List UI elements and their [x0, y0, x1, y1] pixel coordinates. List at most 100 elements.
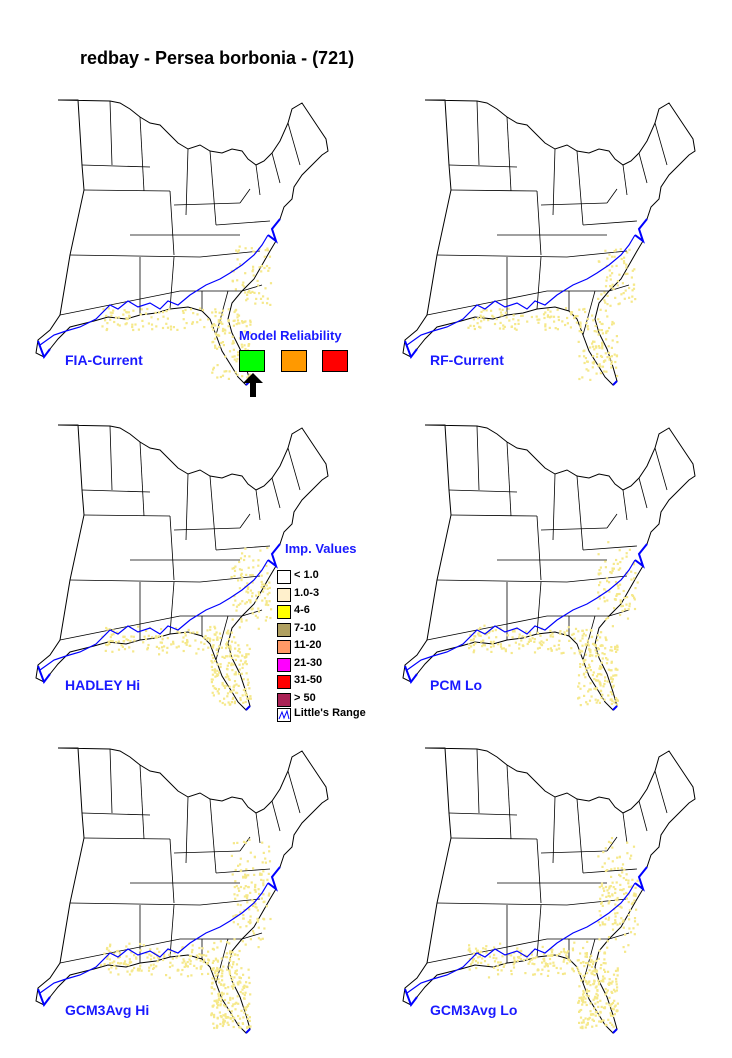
state-border — [576, 475, 584, 551]
map-outline — [402, 424, 696, 711]
littles-range-icon — [277, 708, 291, 722]
legend-swatch — [277, 570, 291, 584]
state-border — [506, 116, 512, 192]
state-border — [109, 425, 113, 491]
state-border — [606, 836, 618, 852]
legend-swatch — [277, 605, 291, 619]
state-border — [536, 838, 542, 904]
state-border — [450, 189, 538, 192]
state-border — [450, 514, 538, 517]
map-outline — [35, 424, 329, 711]
state-border — [552, 148, 556, 216]
state-border — [476, 425, 480, 491]
state-border — [536, 190, 542, 256]
state-border — [173, 202, 241, 206]
state-border — [215, 220, 271, 226]
state-border — [209, 475, 217, 551]
state-border — [638, 152, 648, 184]
map-outline — [35, 747, 329, 1034]
state-border — [436, 254, 568, 258]
legend-label: 1.0-3 — [294, 586, 320, 599]
state-border — [255, 489, 261, 521]
reliability-swatch-green — [239, 350, 265, 372]
state-border — [81, 164, 151, 168]
state-border — [109, 100, 113, 166]
legend-swatch — [277, 587, 291, 602]
map-gcm3avg-lo — [377, 743, 707, 1053]
state-border — [506, 441, 512, 517]
map-outline — [402, 99, 696, 386]
coastline — [404, 218, 648, 386]
map-outline — [35, 99, 329, 386]
coastline — [37, 866, 281, 1034]
state-border — [83, 189, 171, 192]
state-border — [69, 902, 201, 906]
state-border — [209, 150, 217, 226]
state-border — [81, 489, 151, 493]
state-border — [69, 254, 201, 258]
state-border — [83, 837, 171, 840]
state-border — [59, 615, 181, 641]
state-border — [606, 513, 618, 529]
coastline — [404, 866, 648, 1034]
state-border — [582, 615, 596, 661]
state-border — [448, 812, 518, 816]
state-border — [69, 579, 201, 583]
up-arrow-icon — [243, 373, 263, 397]
state-border — [566, 575, 628, 583]
state-border — [59, 938, 181, 964]
state-border — [185, 473, 189, 541]
state-border — [199, 250, 261, 258]
state-border — [239, 513, 251, 529]
state-border — [582, 868, 638, 874]
map-label-hadley-hi: HADLEY Hi — [65, 677, 141, 693]
state-border — [638, 800, 648, 832]
coastline — [37, 543, 281, 711]
state-border — [209, 798, 217, 874]
page-title: redbay - Persea borbonia - (721) — [80, 48, 355, 68]
state-border — [255, 812, 261, 844]
state-border — [83, 514, 171, 517]
importance-dots — [467, 248, 637, 381]
state-border — [536, 256, 542, 310]
state-border — [540, 527, 608, 531]
legend-label: 4-6 — [294, 604, 310, 616]
map-label-pcm-lo: PCM Lo — [430, 677, 483, 693]
state-border — [426, 938, 548, 964]
map-rf-current — [377, 95, 707, 405]
state-border — [654, 122, 668, 166]
state-border — [448, 489, 518, 493]
state-border — [169, 581, 175, 635]
state-border — [622, 489, 628, 521]
state-border — [448, 164, 518, 168]
state-border — [287, 770, 301, 814]
littles-range-line — [39, 559, 269, 671]
state-border — [185, 796, 189, 864]
legend-label: 21-30 — [294, 656, 323, 669]
map-label-rf-current: RF-Current — [430, 352, 504, 368]
legend-swatch — [277, 692, 291, 707]
legend-label: > 50 — [294, 691, 316, 704]
state-border — [582, 220, 638, 226]
legend-title: Imp. Values — [285, 541, 357, 556]
littles-range-line — [406, 882, 636, 994]
legend-label: 7-10 — [294, 621, 317, 634]
state-border — [622, 164, 628, 196]
state-border — [215, 938, 229, 984]
model-reliability-title: Model Reliability — [239, 328, 342, 343]
legend-range-label: Little's Range — [294, 707, 366, 719]
state-border — [169, 838, 175, 904]
state-border — [173, 850, 241, 854]
legend-swatch — [277, 657, 291, 672]
state-border — [59, 290, 181, 316]
legend-swatch — [277, 675, 291, 689]
littles-range-line — [39, 882, 269, 994]
state-border — [199, 575, 261, 583]
state-border — [576, 150, 584, 226]
state-border — [540, 850, 608, 854]
state-border — [426, 290, 548, 316]
reliability-swatch-red — [322, 350, 348, 372]
state-border — [536, 581, 542, 635]
map-fia-current — [10, 95, 340, 405]
state-border — [81, 812, 151, 816]
